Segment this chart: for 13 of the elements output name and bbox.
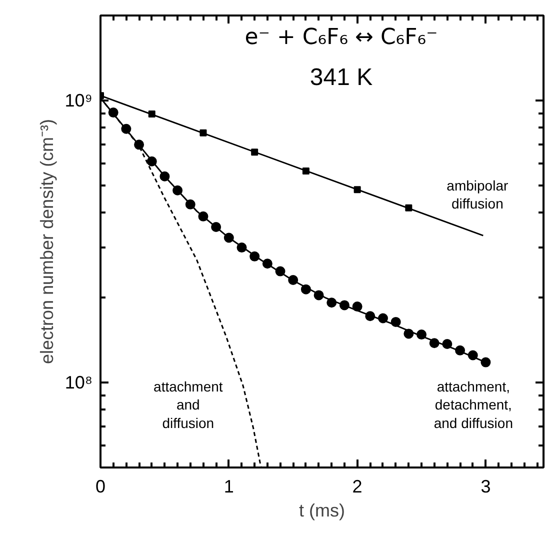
y-axis-title: electron number density (cm⁻³): [36, 118, 57, 364]
x-axis-title: t (ms): [299, 500, 345, 520]
annotation: ambipolar diffusion: [446, 177, 508, 212]
x-tick-label: 0: [95, 476, 106, 496]
x-tick-label: 3: [480, 476, 491, 496]
chart-title: e⁻ + C₆F₆ ↔ C₆F₆⁻: [244, 25, 438, 50]
x-tick-label: 2: [352, 476, 362, 496]
y-tick-label: 10⁹: [64, 90, 93, 110]
text: 341 K: [310, 64, 373, 91]
annotation: attachment and diffusion: [154, 378, 223, 432]
x-tick-label: 1: [224, 476, 234, 496]
y-tick-label: 10⁸: [64, 372, 93, 393]
annotation: attachment, detachment, and diffusion: [434, 378, 513, 432]
